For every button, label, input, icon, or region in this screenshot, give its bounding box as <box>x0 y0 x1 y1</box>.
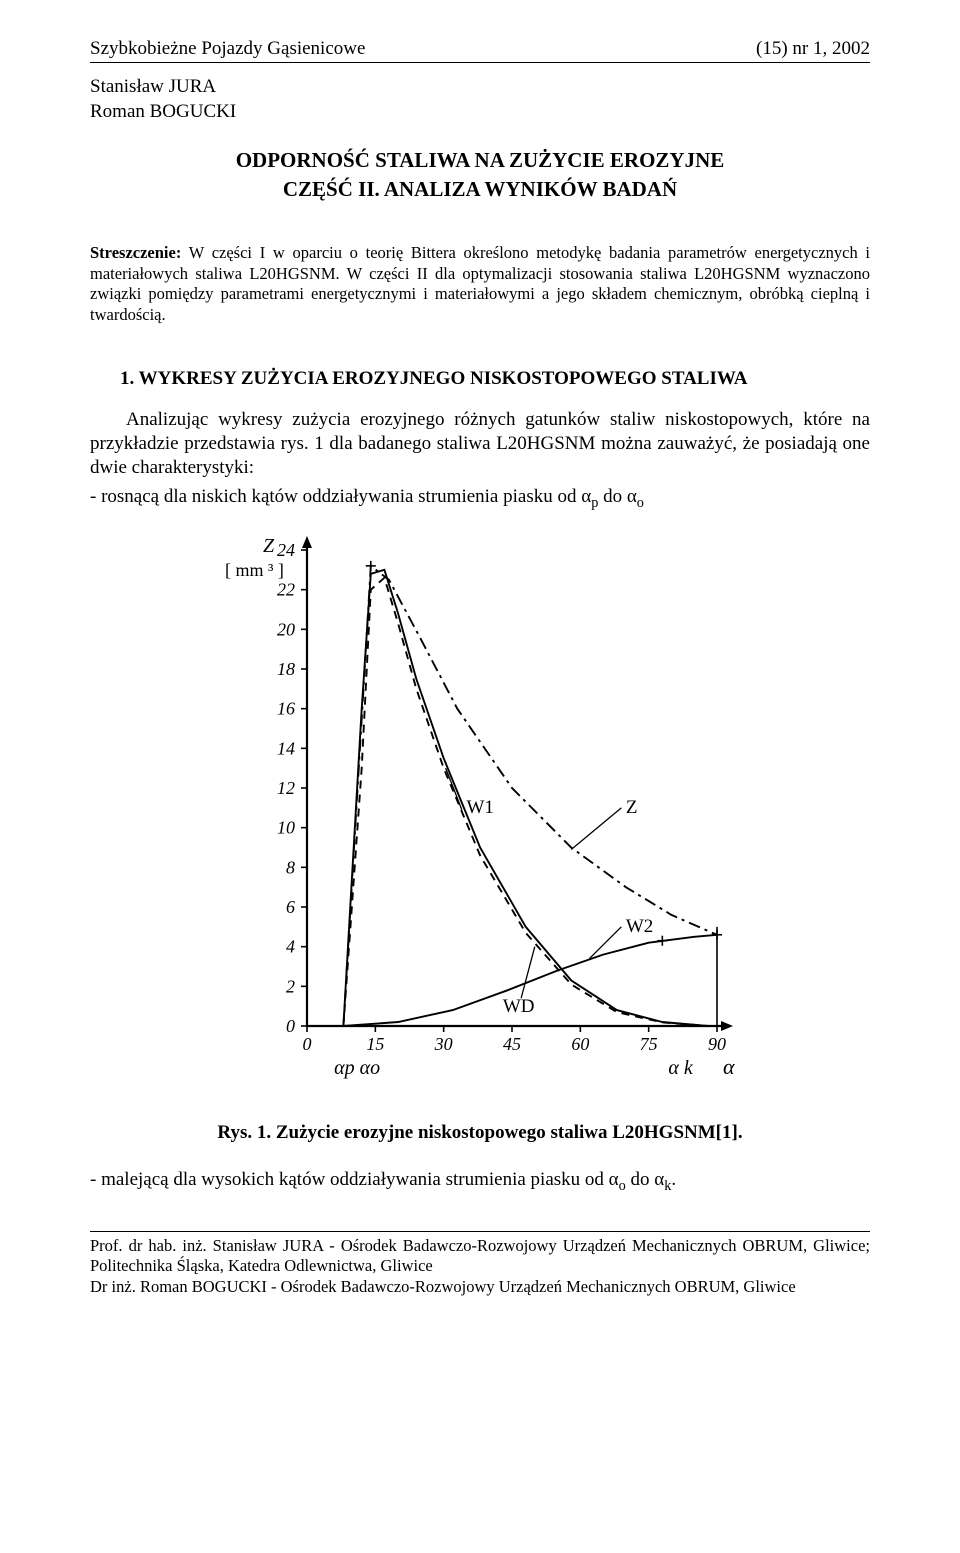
bullet1-sub2: o <box>637 494 644 510</box>
section-1-bullet-2: - malejącą dla wysokich kątów oddziaływa… <box>90 1168 870 1195</box>
page: Szybkobieżne Pojazdy Gąsienicowe (15) nr… <box>0 0 960 1327</box>
section-1-bullet-1: - rosnącą dla niskich kątów oddziaływani… <box>90 485 870 512</box>
bullet2-pre: - malejącą dla wysokich kątów oddziaływa… <box>90 1169 619 1190</box>
svg-text:75: 75 <box>640 1034 658 1054</box>
svg-text:15: 15 <box>366 1034 384 1054</box>
paper-title: ODPORNOŚĆ STALIWA NA ZUŻYCIE EROZYJNE CZ… <box>90 146 870 203</box>
bullet1-pre: - rosnącą dla niskich kątów oddziaływani… <box>90 486 591 507</box>
svg-text:W1: W1 <box>466 796 493 817</box>
svg-text:[ mm ³ ]: [ mm ³ ] <box>225 560 284 580</box>
header-rule <box>90 62 870 63</box>
svg-text:Z: Z <box>626 796 638 817</box>
section-1-heading: 1. WYKRESY ZUŻYCIA EROZYJNEGO NISKOSTOPO… <box>120 368 870 390</box>
svg-text:12: 12 <box>277 778 295 798</box>
footnote-1: Prof. dr hab. inż. Stanisław JURA - Ośro… <box>90 1236 870 1277</box>
svg-text:α: α <box>723 1054 735 1079</box>
svg-text:16: 16 <box>277 698 295 718</box>
footer-rule <box>90 1231 870 1232</box>
figure-1-caption: Rys. 1. Zużycie erozyjne niskostopowego … <box>90 1122 870 1144</box>
footnote-2: Dr inż. Roman BOGUCKI - Ośrodek Badawczo… <box>90 1277 870 1298</box>
svg-text:2: 2 <box>286 976 295 996</box>
svg-text:60: 60 <box>571 1034 589 1054</box>
svg-text:0: 0 <box>286 1016 295 1036</box>
svg-text:8: 8 <box>286 857 295 877</box>
svg-text:6: 6 <box>286 897 295 917</box>
svg-text:WD: WD <box>503 996 535 1017</box>
svg-text:20: 20 <box>277 619 295 639</box>
author-2: Roman BOGUCKI <box>90 100 870 125</box>
bullet1-mid: do α <box>598 486 636 507</box>
bullet2-end: . <box>671 1169 676 1190</box>
svg-text:10: 10 <box>277 817 295 837</box>
svg-text:18: 18 <box>277 659 295 679</box>
author-1: Stanisław JURA <box>90 75 870 100</box>
svg-text:22: 22 <box>277 579 295 599</box>
author-block: Stanisław JURA Roman BOGUCKI <box>90 75 870 124</box>
svg-text:45: 45 <box>503 1034 521 1054</box>
svg-text:Z: Z <box>263 535 275 557</box>
bullet2-mid: do α <box>626 1169 664 1190</box>
svg-text:0: 0 <box>303 1034 312 1054</box>
svg-text:α k: α k <box>668 1057 693 1079</box>
svg-text:4: 4 <box>286 936 295 956</box>
svg-text:30: 30 <box>434 1034 453 1054</box>
svg-text:24: 24 <box>277 540 295 560</box>
svg-text:14: 14 <box>277 738 295 758</box>
figure-1: 2422201816141210864200153045607590Z[ mm … <box>215 528 745 1088</box>
journal-name: Szybkobieżne Pojazdy Gąsienicowe <box>90 38 365 60</box>
svg-text:W2: W2 <box>626 915 653 936</box>
svg-text:αp αo: αp αo <box>334 1057 380 1079</box>
abstract-text: W części I w oparciu o teorię Bittera ok… <box>90 243 870 324</box>
title-line-1: ODPORNOŚĆ STALIWA NA ZUŻYCIE EROZYJNE <box>90 146 870 174</box>
running-header: Szybkobieżne Pojazdy Gąsienicowe (15) nr… <box>90 38 870 60</box>
section-1-para-1: Analizując wykresy zużycia erozyjnego ró… <box>90 408 870 481</box>
bullet2-sub1: o <box>619 1177 626 1193</box>
abstract-label: Streszczenie: <box>90 243 181 262</box>
abstract: Streszczenie: W części I w oparciu o teo… <box>90 243 870 326</box>
svg-text:90: 90 <box>708 1034 726 1054</box>
title-line-2: CZĘŚĆ II. ANALIZA WYNIKÓW BADAŃ <box>90 175 870 203</box>
issue-number: (15) nr 1, 2002 <box>756 38 870 60</box>
